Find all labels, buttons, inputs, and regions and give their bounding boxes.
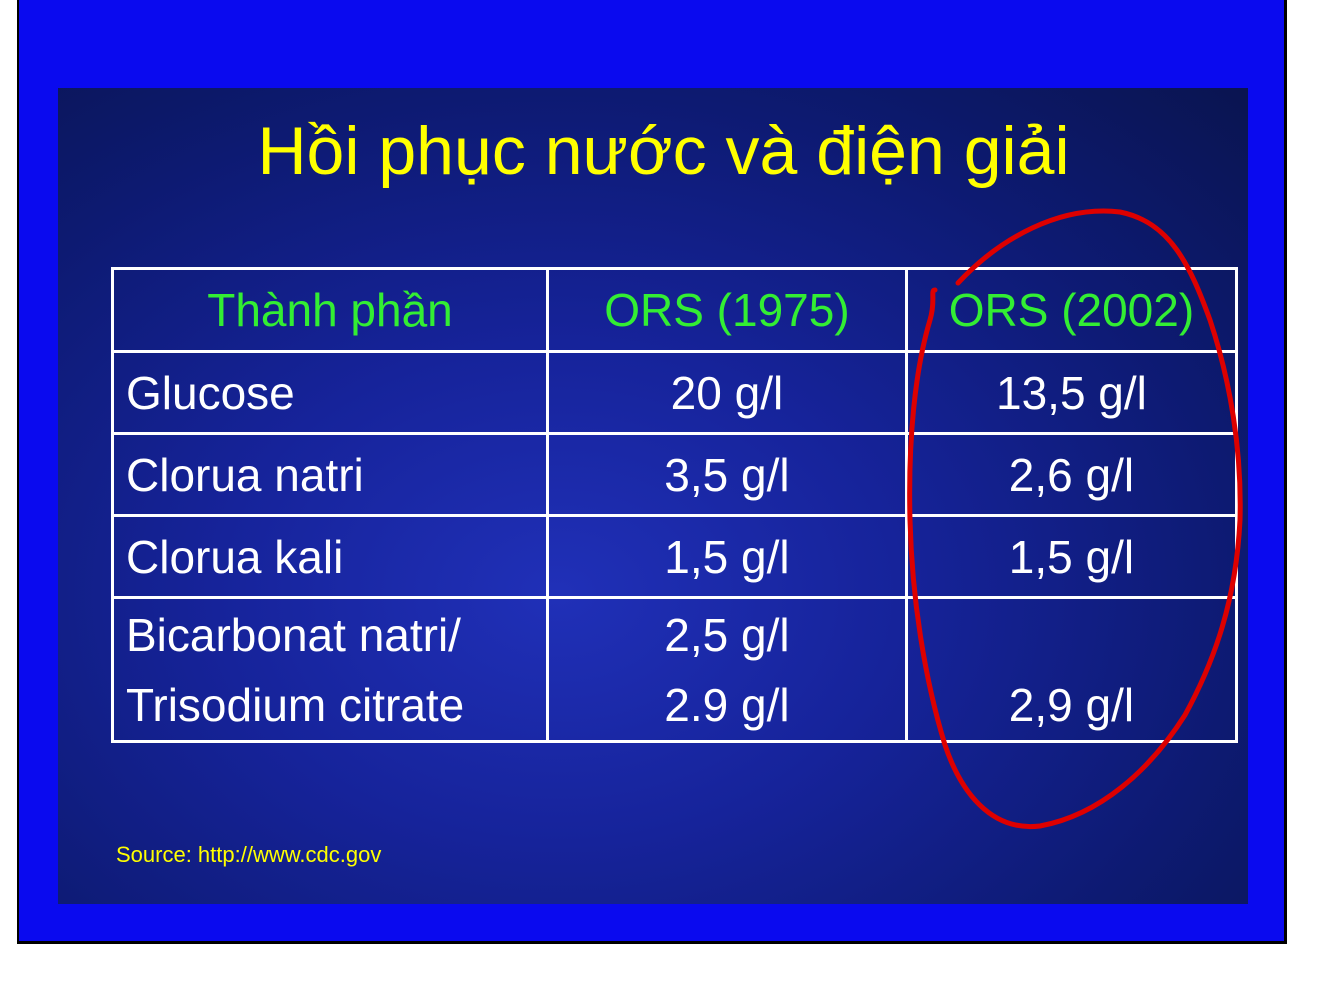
row-ors-2002: 2,6 g/l [904,432,1239,517]
row-ors-2002-line-1 [920,600,1223,670]
table-header-row: Thành phần ORS (1975) ORS (2002) [111,267,1239,353]
row-ors-1975: 3,5 g/l [545,432,908,517]
row-ors-1975: 1,5 g/l [545,514,908,599]
row-name: Clorua kali [111,514,549,599]
header-ors-1975: ORS (1975) [545,267,908,353]
table-row: Clorua natri 3,5 g/l 2,6 g/l [111,432,1239,517]
row-ors-2002-line-2: 2,9 g/l [1008,678,1135,731]
row-ors-1975: 20 g/l [545,350,908,435]
ors-comparison-table: Thành phần ORS (1975) ORS (2002) Glucose… [111,267,1239,743]
table-row: Bicarbonat natri/ Trisodium citrate 2,5 … [111,596,1239,743]
table-row: Glucose 20 g/l 13,5 g/l [111,350,1239,435]
row-name-line-2: Trisodium citrate [126,678,465,731]
table-row: Clorua kali 1,5 g/l 1,5 g/l [111,514,1239,599]
row-ors-1975-line-2: 2.9 g/l [664,678,790,731]
row-ors-2002: 2,9 g/l [904,596,1239,743]
row-ors-1975: 2,5 g/l 2.9 g/l [545,596,908,743]
header-component: Thành phần [111,267,549,353]
row-ors-2002: 13,5 g/l [904,350,1239,435]
row-name: Bicarbonat natri/ Trisodium citrate [111,596,549,743]
slide-title: Hồi phục nước và điện giải [257,113,1070,189]
row-name: Glucose [111,350,549,435]
row-name-line-1: Bicarbonat natri/ [126,608,461,661]
row-ors-2002: 1,5 g/l [904,514,1239,599]
row-name: Clorua natri [111,432,549,517]
header-ors-2002: ORS (2002) [904,267,1239,353]
source-note: Source: http://www.cdc.gov [116,842,382,867]
row-ors-1975-line-1: 2,5 g/l [664,608,790,661]
